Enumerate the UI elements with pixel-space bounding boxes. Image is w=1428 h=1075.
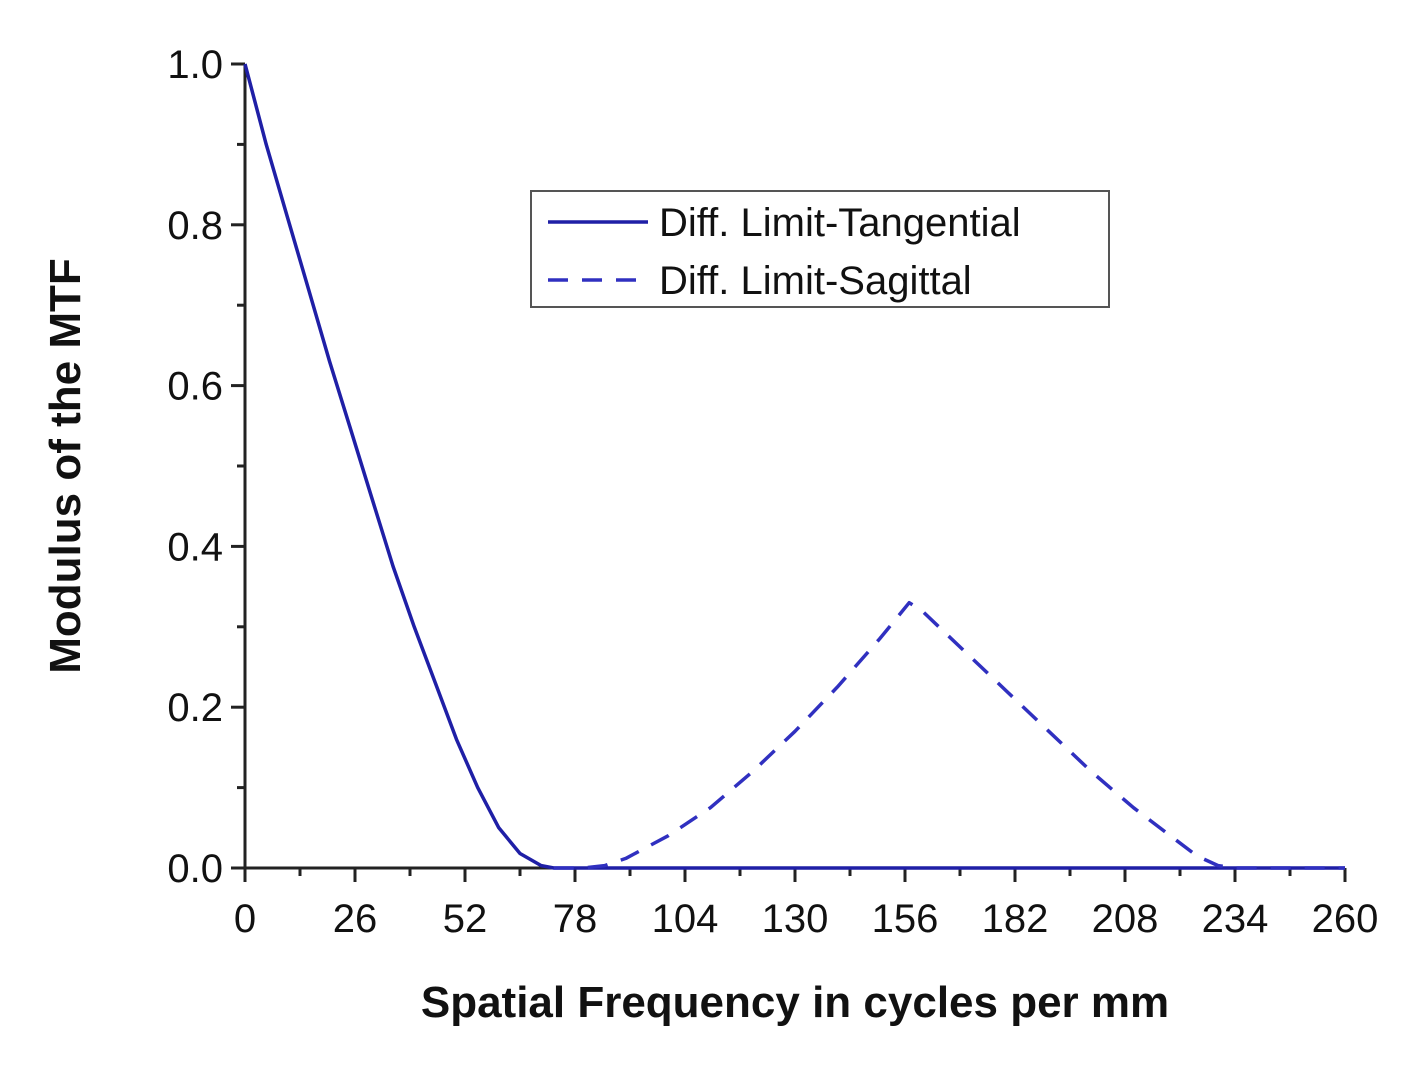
legend: Diff. Limit-Tangential Diff. Limit-Sagit… — [530, 190, 1110, 308]
series-layer — [243, 63, 1345, 870]
y-tick-label-1: 0.2 — [167, 686, 223, 730]
series-line-sagittal — [553, 600, 1345, 870]
legend-box — [530, 190, 1110, 308]
x-tick-label-6: 156 — [872, 897, 939, 941]
x-tick-label-0: 0 — [234, 897, 256, 941]
y-axis-title: Modulus of the MTF — [41, 258, 90, 673]
y-tick-label-4: 0.8 — [167, 204, 223, 248]
tick-labels: 0 26 52 78 104 130 156 182 208 234 260 0.0 0.2 0.4 0.6… — [167, 43, 1378, 941]
legend-label-sagittal: Diff. Limit-Sagittal — [659, 259, 972, 303]
x-tick-label-9: 234 — [1202, 897, 1269, 941]
y-tick-label-0: 0.0 — [167, 847, 223, 891]
x-tick-label-2: 52 — [443, 897, 488, 941]
x-tick-label-3: 78 — [553, 897, 598, 941]
y-tick-label-3: 0.6 — [167, 365, 223, 409]
legend-label-tangential: Diff. Limit-Tangential — [659, 201, 1021, 245]
x-tick-label-1: 26 — [333, 897, 378, 941]
x-tick-label-10: 260 — [1312, 897, 1379, 941]
x-tick-label-5: 130 — [762, 897, 829, 941]
series-line-tangential — [243, 63, 1345, 870]
x-tick-label-7: 182 — [982, 897, 1049, 941]
x-tick-label-4: 104 — [652, 897, 719, 941]
x-tick-label-8: 208 — [1092, 897, 1159, 941]
x-axis-title: Spatial Frequency in cycles per mm — [421, 978, 1169, 1027]
y-tick-label-2: 0.4 — [167, 525, 223, 569]
tick-marks — [231, 62, 1347, 882]
y-tick-label-5: 1.0 — [167, 43, 223, 87]
